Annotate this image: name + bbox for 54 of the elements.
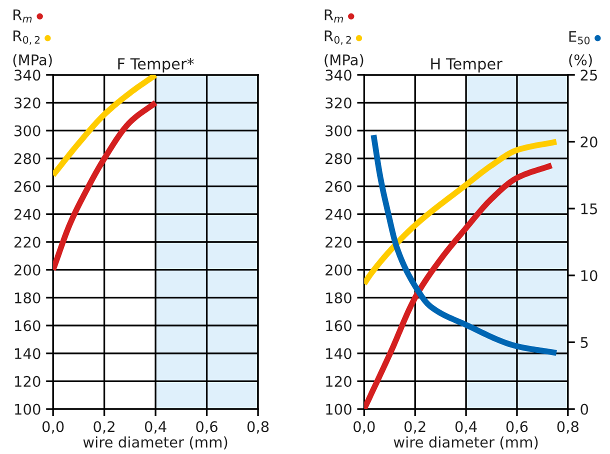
y-tick-label: 180	[326, 292, 352, 304]
y-tick-label: 260	[14, 181, 40, 192]
y-tick-label: 180	[15, 292, 40, 304]
x-tick-label: 0,0	[354, 421, 375, 434]
legend-label: R$_{0,2}$	[14, 30, 40, 45]
y-tick-label: 280	[14, 153, 40, 164]
x-axis-title: wire diameter (mm)	[83, 436, 228, 450]
y-tick-label: 200	[326, 264, 352, 276]
legend-label: E$_{50}$	[569, 31, 590, 44]
y-tick-label: 340	[326, 70, 352, 81]
chart-title: H Temper	[431, 58, 502, 73]
y2-tick-label: 20	[580, 136, 598, 148]
y-tick-label: 140	[15, 348, 40, 360]
legend-label: R$_{m}$	[324, 9, 343, 22]
legend-label: R$_{m}$	[14, 9, 32, 22]
y-tick-label: 120	[15, 376, 40, 387]
y2-tick-label: 15	[581, 203, 597, 214]
x-tick-label: 0,6	[196, 421, 218, 434]
y-axis-title: (MPa)	[13, 54, 52, 68]
y-tick-label: 160	[15, 320, 40, 332]
y-tick-label: 220	[326, 236, 352, 248]
y-tick-label: 100	[15, 404, 40, 415]
y-tick-label: 300	[14, 125, 40, 136]
legend-label: R$_{0,2}$	[324, 30, 351, 45]
y2-tick-label: 0	[580, 404, 588, 415]
y2-tick-label: 5	[580, 337, 588, 348]
x-axis-title: wire diameter (mm)	[394, 436, 538, 450]
y2-tick-label: 10	[581, 270, 598, 282]
x-tick-label: 0,4	[455, 421, 477, 434]
y-tick-label: 260	[326, 181, 352, 192]
y-tick-label: 100	[326, 404, 352, 415]
x-tick-label: 0,6	[506, 421, 528, 434]
y-tick-label: 160	[326, 320, 352, 332]
y-tick-label: 340	[14, 70, 40, 81]
x-tick-label: 0,4	[144, 421, 166, 434]
y-tick-label: 320	[326, 97, 352, 109]
y-tick-label: 220	[14, 236, 40, 248]
y-tick-label: 280	[326, 153, 352, 164]
x-tick-label: 0,8	[557, 421, 579, 434]
y-tick-label: 140	[326, 348, 352, 360]
chart-title: F Temper*	[118, 58, 194, 73]
y-tick-label: 200	[14, 264, 40, 276]
y-tick-label: 320	[14, 97, 40, 109]
y-tick-label: 300	[326, 125, 352, 136]
y-tick-label: 120	[326, 376, 352, 387]
y-axis-title: (MPa)	[324, 54, 364, 68]
x-tick-label: 0,2	[404, 421, 426, 434]
y-tick-label: 240	[14, 208, 40, 220]
x-tick-label: 0,8	[247, 421, 269, 434]
y2-axis-title: (%)	[569, 54, 592, 68]
x-tick-label: 0,0	[42, 421, 64, 434]
x-tick-label: 0,2	[94, 421, 114, 434]
y-tick-label: 240	[326, 208, 352, 220]
y2-tick-label: 25	[580, 70, 597, 81]
